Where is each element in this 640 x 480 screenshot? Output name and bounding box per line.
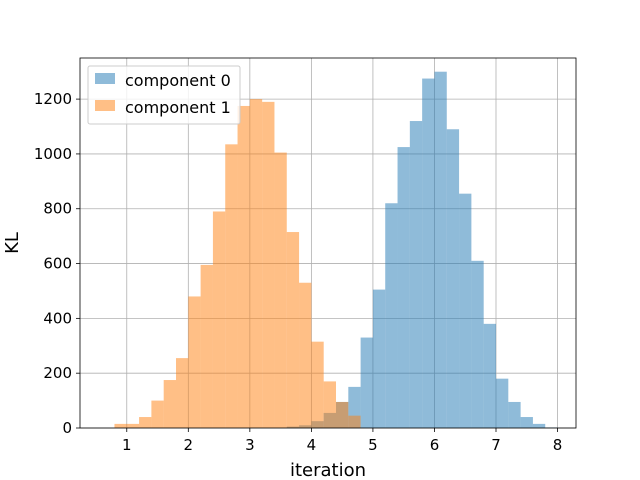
histogram-bar-component-1 [188,296,201,428]
histogram-bar-component-1 [114,423,127,428]
histogram-bar-component-0 [360,337,373,428]
histogram-bar-component-1 [299,282,312,428]
y-axis-label: KL [2,232,23,254]
histogram-bar-component-1 [139,417,152,428]
histogram-bar-component-0 [385,203,398,428]
histogram-bar-component-0 [471,260,484,428]
x-tick-label: 7 [491,436,501,454]
histogram-bar-component-0 [409,121,423,428]
y-tick-label: 800 [43,200,72,218]
x-tick-label: 6 [430,436,440,454]
histogram-bar-component-1 [336,401,349,428]
histogram-bar-component-1 [286,232,300,428]
legend-label-component-0: component 0 [125,71,231,90]
x-tick-label: 4 [307,436,317,454]
y-axis-ticks: 0 200 400 600 800 1000 1200 [34,90,80,437]
y-tick-label: 600 [43,255,72,273]
x-tick-label: 3 [245,436,255,454]
histogram-bar-component-0 [372,289,386,428]
histogram-bar-component-0 [446,129,460,428]
x-tick-label: 1 [122,436,132,454]
histogram-bar-component-0 [459,193,472,428]
histogram-bar-component-0 [422,78,435,429]
x-tick-label: 5 [368,436,378,454]
y-tick-label: 200 [43,364,72,382]
y-tick-label: 0 [62,419,72,437]
histogram-bar-component-1 [176,358,189,428]
y-tick-label: 1200 [34,90,72,108]
histogram-bar-component-1 [249,99,263,428]
histogram-bar-component-0 [483,323,496,428]
histogram-bar-component-0 [532,423,546,428]
x-tick-label: 2 [184,436,194,454]
histogram-bar-component-0 [397,147,410,428]
histogram-bar-component-1 [163,380,176,428]
plot-frame [79,57,577,429]
legend-swatch-component-0 [95,73,115,84]
histogram-bar-component-1 [237,105,250,429]
legend-box [87,65,241,125]
histogram-bar-component-1 [311,341,324,428]
histogram-bar-component-1 [348,415,361,428]
histogram-bar-component-1 [126,423,140,428]
histogram-bar-component-0 [508,401,521,428]
histogram-bar-component-1 [262,101,275,428]
histogram-bar-component-0 [496,378,509,428]
x-axis-ticks: 1 2 3 4 5 6 7 8 [122,428,562,454]
x-tick-label: 8 [553,436,563,454]
legend-swatch-component-1 [95,100,115,111]
histogram-bar-component-0 [520,417,533,428]
histogram-bars [114,71,558,429]
histogram-bar-component-1 [151,400,164,428]
y-tick-label: 1000 [34,145,72,163]
legend-label-component-1: component 1 [125,98,231,117]
histogram-bar-component-1 [323,381,336,428]
histogram-bar-component-0 [434,71,447,428]
legend: component 0 component 1 [87,65,241,125]
histogram-bar-component-1 [225,144,238,429]
histogram-bar-component-1 [274,152,287,429]
x-axis-label: iteration [290,460,366,480]
histogram-bar-component-1 [212,211,226,428]
histogram-bar-component-1 [200,264,213,428]
y-tick-label: 400 [43,309,72,327]
